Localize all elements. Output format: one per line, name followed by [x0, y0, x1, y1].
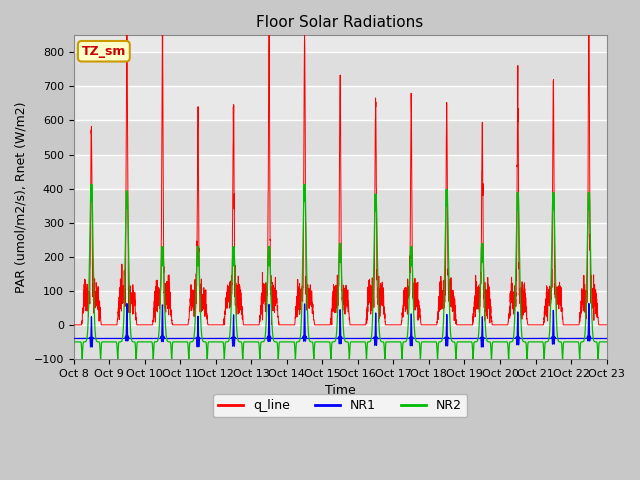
Y-axis label: PAR (umol/m2/s), Rnet (W/m2): PAR (umol/m2/s), Rnet (W/m2)	[15, 101, 28, 293]
Bar	[74, 325, 607, 359]
Bar	[74, 189, 607, 223]
Title: Floor Solar Radiations: Floor Solar Radiations	[257, 15, 424, 30]
Legend: q_line, NR1, NR2: q_line, NR1, NR2	[213, 395, 467, 418]
Bar	[74, 257, 607, 291]
Bar	[74, 120, 607, 155]
Text: TZ_sm: TZ_sm	[82, 45, 126, 58]
X-axis label: Time: Time	[324, 384, 355, 397]
Bar	[74, 52, 607, 86]
